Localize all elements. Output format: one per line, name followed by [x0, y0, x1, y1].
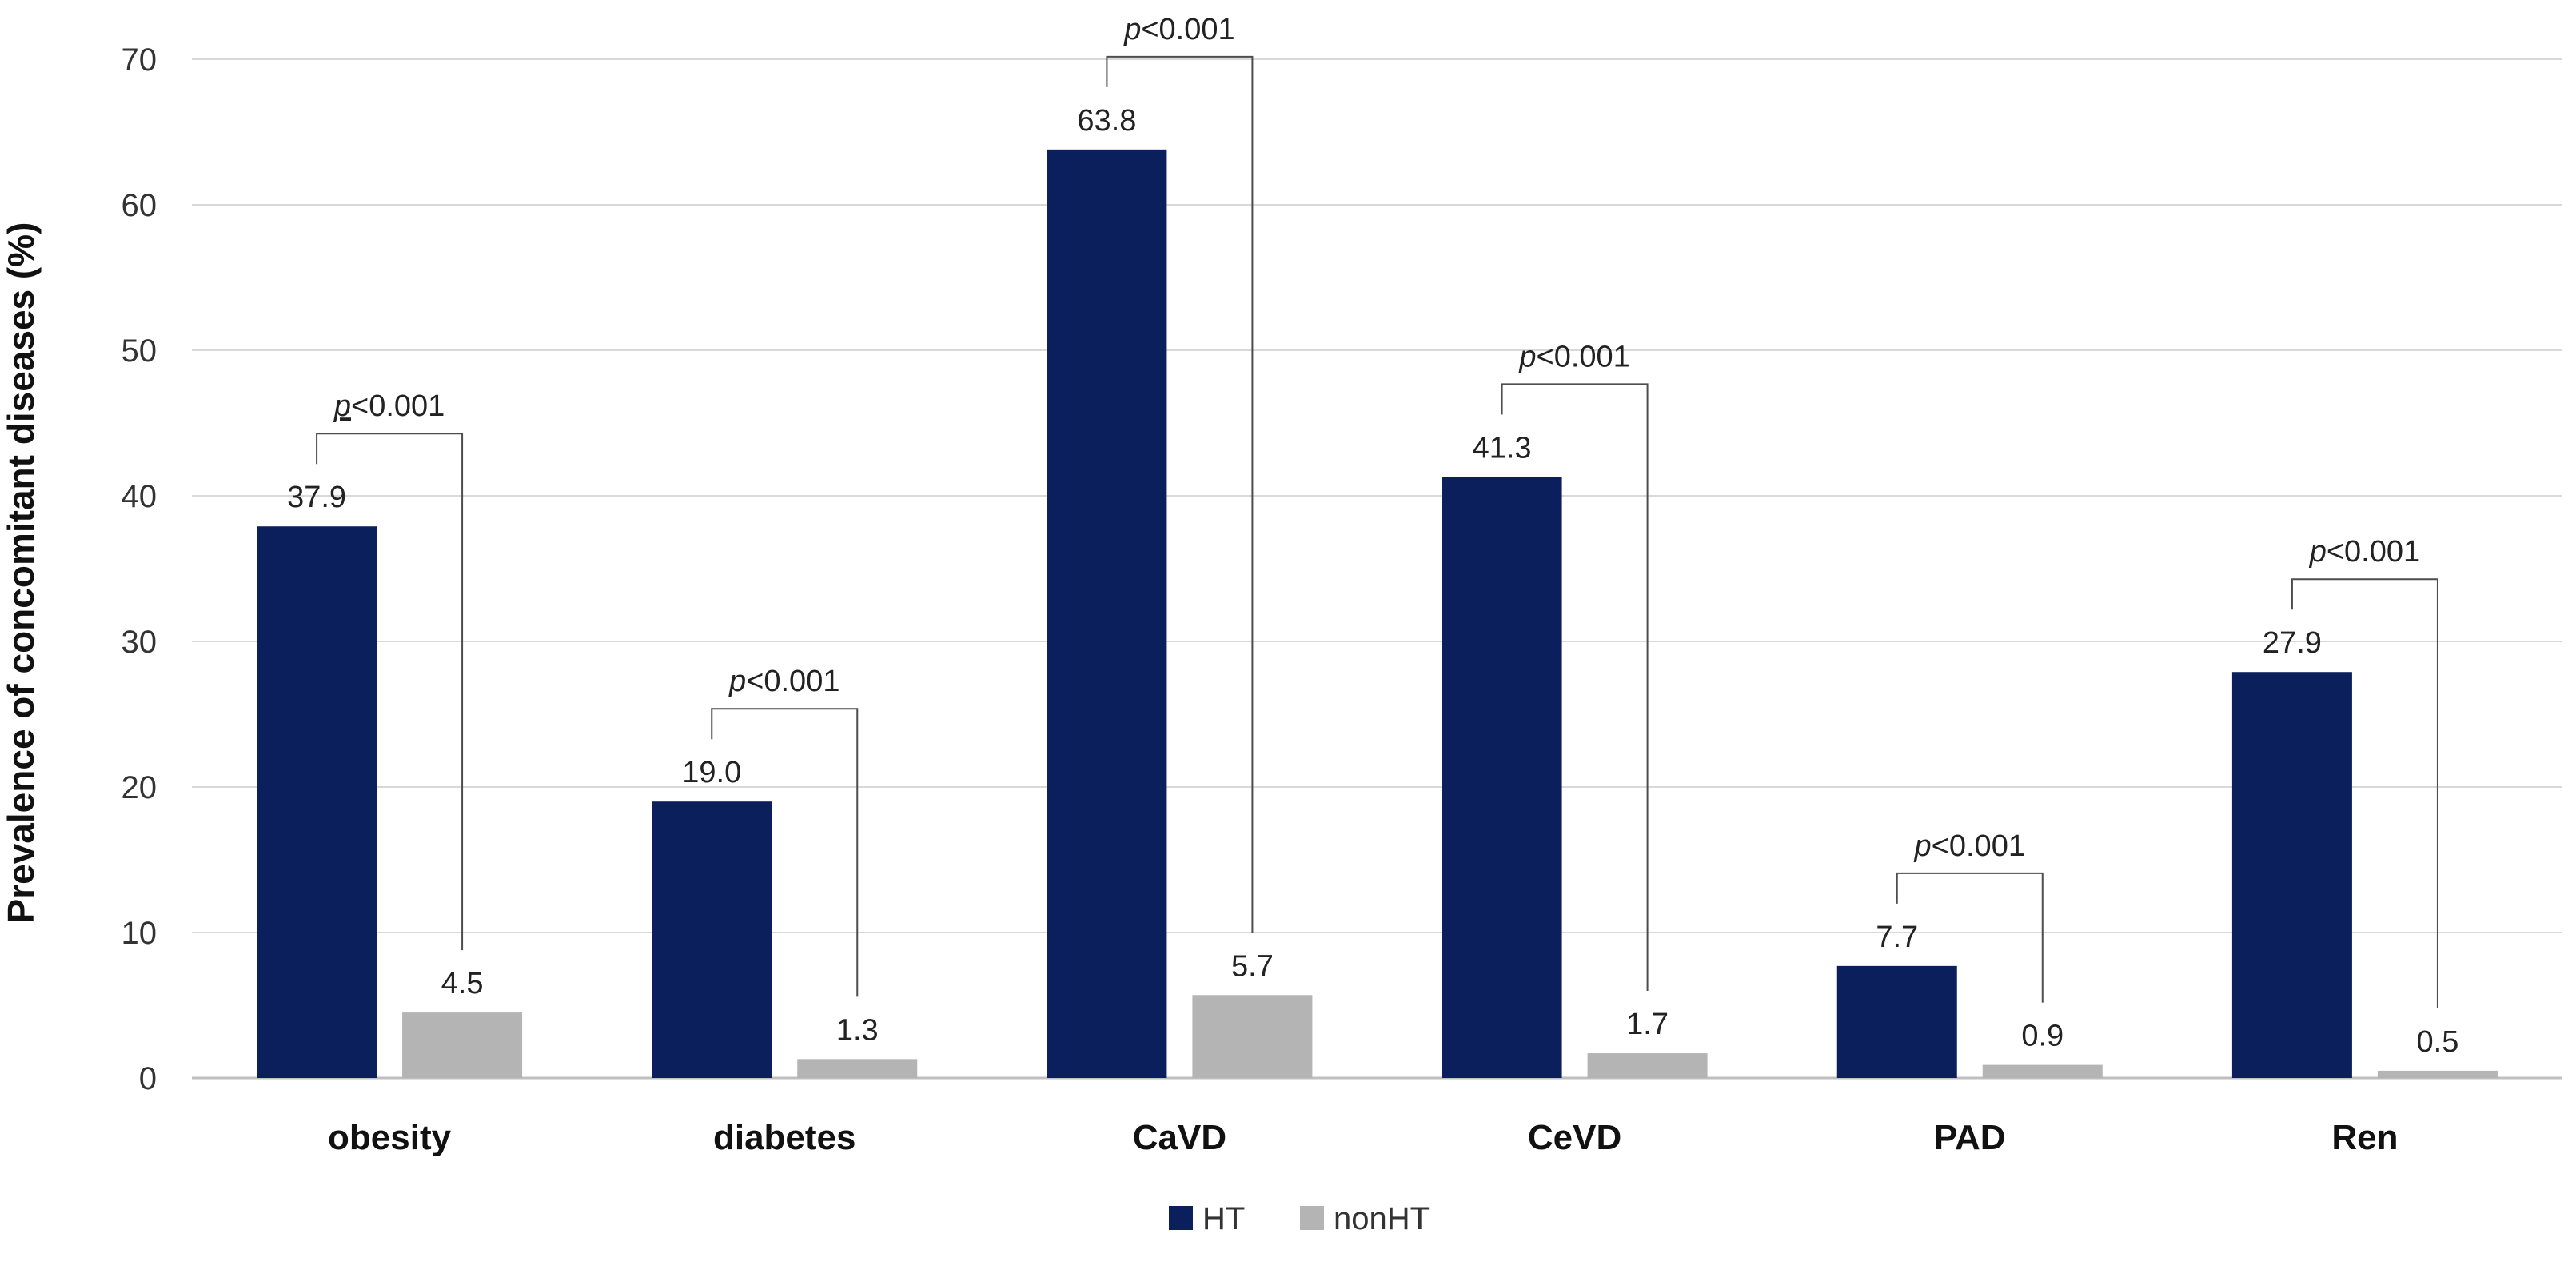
data-label: 1.3	[836, 1013, 879, 1047]
x-tick-label: obesity	[328, 1118, 452, 1157]
legend-swatch-nonht	[1300, 1206, 1324, 1230]
bars: 37.9 4.5 obesity 19.0 1.3 diabetes 63.8 5.7 CaVD…	[257, 104, 2498, 1157]
data-label: 63.8	[1077, 104, 1136, 138]
p-value-label: p<0.001	[1123, 13, 1234, 46]
legend-label-nonht: nonHT	[1334, 1201, 1430, 1236]
bar-nonht-obesity	[402, 1012, 523, 1078]
significance-bracket	[1106, 55, 1254, 933]
p-symbol: p	[1123, 13, 1141, 46]
bar-ht-cevd	[1442, 477, 1562, 1078]
x-tick-label: Ren	[2331, 1118, 2398, 1157]
significance-bracket	[1501, 383, 1649, 992]
bar-nonht-cevd	[1587, 1053, 1708, 1078]
bar-nonht-pad	[1982, 1064, 2103, 1078]
data-label: 0.9	[2021, 1020, 2064, 1053]
bar-ht-pad	[1836, 965, 1957, 1078]
gridlines: 0 10 20 30 40 50 60 70	[122, 42, 2562, 1096]
data-label: 4.5	[441, 967, 484, 1000]
x-tick-label: PAD	[1934, 1118, 2006, 1157]
p-value-label: p<0.001	[1914, 829, 2025, 863]
bar-ht-ren	[2231, 672, 2352, 1078]
significance-bracket	[316, 433, 464, 951]
bar-ht-diabetes	[652, 801, 772, 1078]
significance-bracket	[711, 708, 859, 997]
p-value: <0.001	[1932, 829, 2025, 863]
y-tick-label: 20	[122, 770, 158, 805]
y-tick-label: 10	[122, 916, 158, 951]
p-value: <0.001	[351, 389, 445, 423]
bar-nonht-ren	[2377, 1070, 2498, 1078]
data-label: 19.0	[682, 756, 741, 789]
y-tick-label: 0	[139, 1061, 157, 1096]
data-label: 27.9	[2263, 626, 2322, 660]
bar-ht-cavd	[1047, 149, 1167, 1079]
p-symbol: p	[333, 389, 351, 423]
p-value: <0.001	[746, 665, 839, 698]
y-tick-label: 30	[122, 625, 158, 660]
data-label: 0.5	[2417, 1025, 2459, 1059]
y-tick-label: 50	[122, 333, 158, 369]
p-value: <0.001	[1141, 13, 1234, 46]
p-symbol: p	[1914, 829, 1932, 863]
x-tick-label: CeVD	[1528, 1118, 1621, 1157]
p-value-label: p<0.001	[1518, 340, 1629, 373]
p-symbol: p	[728, 665, 746, 698]
p-symbol: p	[1518, 340, 1536, 373]
significance-bracket	[1896, 872, 2044, 1003]
p-value-label: p<0.001	[728, 665, 839, 698]
data-label: 37.9	[287, 481, 346, 514]
bar-nonht-cavd	[1192, 995, 1313, 1078]
y-tick-label: 70	[122, 42, 158, 78]
bar-nonht-diabetes	[797, 1059, 918, 1078]
p-value: <0.001	[2327, 535, 2420, 569]
y-tick-label: 40	[122, 479, 158, 514]
p-value-label: p<0.001	[333, 389, 445, 423]
data-label: 41.3	[1473, 431, 1532, 465]
data-label: 5.7	[1231, 949, 1274, 983]
significance-brackets: p<0.001p<0.001p<0.001p<0.001p<0.001p<0.0…	[316, 13, 2438, 1008]
legend-label-ht: HT	[1202, 1201, 1245, 1236]
legend: HT nonHT	[1169, 1201, 1430, 1236]
x-tick-label: diabetes	[713, 1118, 856, 1157]
data-label: 1.7	[1626, 1008, 1669, 1041]
y-axis-label: Prevalence of concomitant diseases (%)	[0, 222, 42, 924]
x-tick-label: CaVD	[1133, 1118, 1226, 1157]
p-symbol: p	[2309, 535, 2327, 569]
bar-ht-obesity	[257, 526, 377, 1078]
y-tick-label: 60	[122, 188, 158, 223]
p-value-label: p<0.001	[2309, 535, 2420, 569]
data-label: 7.7	[1876, 921, 1918, 954]
p-value: <0.001	[1537, 340, 1630, 373]
legend-swatch-ht	[1169, 1206, 1193, 1230]
significance-bracket	[2291, 578, 2438, 1008]
